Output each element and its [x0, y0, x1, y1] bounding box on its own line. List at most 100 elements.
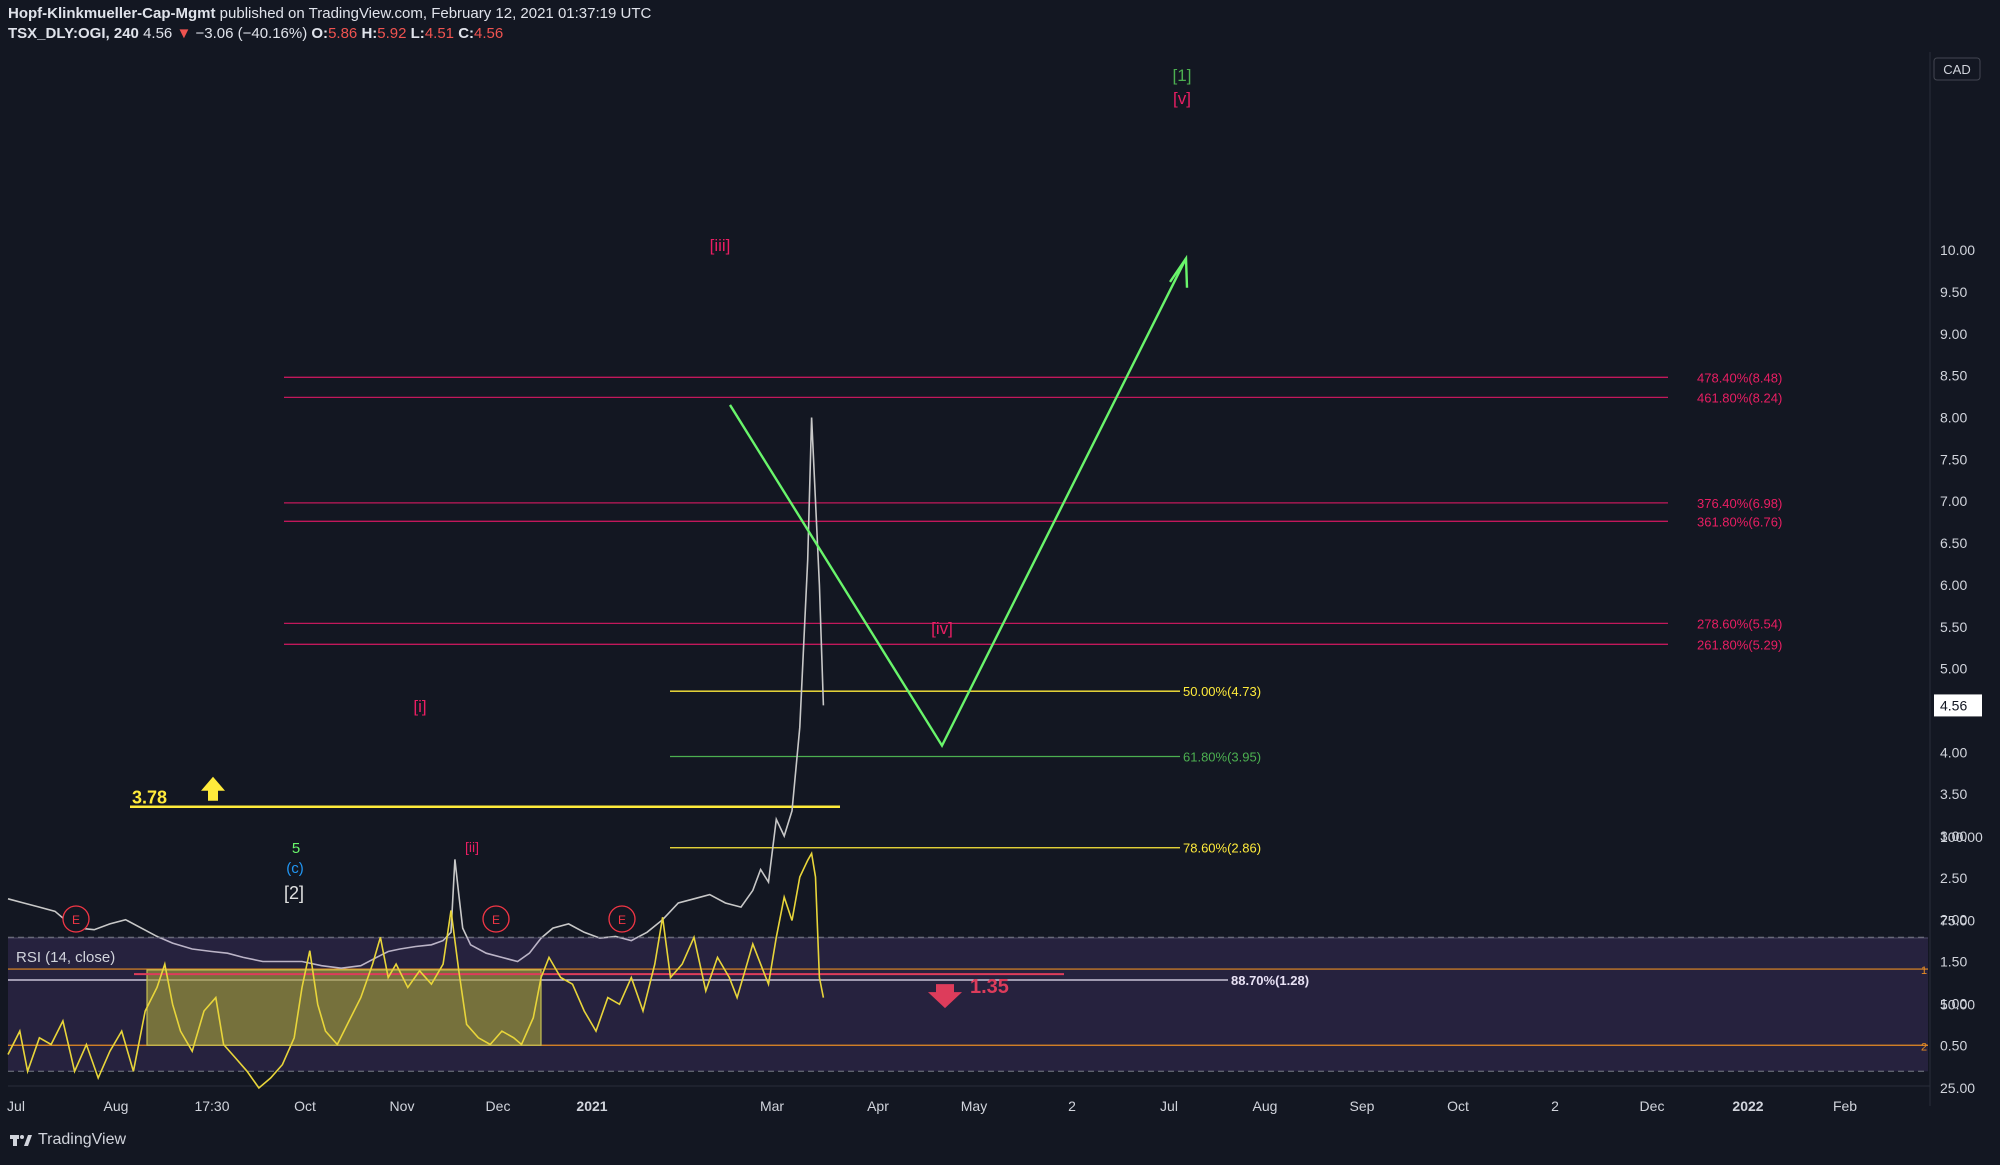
rsi-tick-label: 50.00 — [1940, 996, 1975, 1012]
down-arrow-icon: ▼ — [176, 25, 192, 42]
price-tick-label: 6.00 — [1940, 577, 1967, 593]
wave-label-c: (c) — [286, 860, 304, 877]
price-tick-label: 10.00 — [1940, 242, 1975, 258]
currency-label: CAD — [1943, 62, 1970, 77]
wave-label-i: [i] — [413, 697, 426, 716]
currency-box — [1933, 57, 1981, 81]
wave-label-v: [v] — [1173, 89, 1191, 108]
time-tick-label: 2 — [1551, 1098, 1559, 1114]
price-tick-label: 9.00 — [1940, 326, 1967, 342]
published-text: published on TradingView.com, February 1… — [219, 5, 652, 22]
price-tick-label: 8.50 — [1940, 368, 1967, 384]
price-tick-label: 3.50 — [1940, 786, 1967, 802]
rsi-tick-label: 100.00 — [1940, 829, 1983, 845]
last-price-marker — [1934, 694, 1982, 717]
wave-label-iii: [iii] — [710, 236, 731, 255]
price-series-line — [7, 417, 825, 970]
price-tick-label: 6.50 — [1940, 535, 1967, 551]
main-pane-background — [8, 52, 1928, 937]
price-tick-label: 9.50 — [1940, 284, 1967, 300]
price-tick-label: 4.00 — [1940, 744, 1967, 760]
price-tick-label: 5.50 — [1940, 619, 1967, 635]
wave-label-1: [1] — [1173, 66, 1192, 85]
wave-label-ii: [ii] — [465, 839, 479, 855]
earnings-marker-icon — [608, 905, 636, 933]
high-label: H: — [361, 25, 378, 42]
projection-path — [728, 257, 1188, 749]
price-tick-label: 0.50 — [1940, 1037, 1967, 1053]
orange-level-tag: 2 — [1921, 1041, 1927, 1053]
earnings-marker-icon — [62, 905, 90, 933]
price-tick-label: 2.50 — [1940, 870, 1967, 886]
earnings-marker-label: E — [618, 913, 626, 927]
price-tick-label: 1.50 — [1940, 954, 1967, 970]
change-text: −3.06 (−40.16%) — [195, 25, 308, 42]
time-tick-label: Aug — [1253, 1098, 1278, 1114]
last-price-label: 4.56 — [1940, 697, 1967, 713]
time-tick-label: Feb — [1833, 1098, 1857, 1114]
support-level-label: 3.78 — [132, 788, 167, 808]
time-tick-label: Jul — [7, 1098, 25, 1114]
open-label: O: — [311, 25, 329, 42]
time-tick-label: 2022 — [1732, 1098, 1763, 1114]
stop-level-label: 1.35 — [970, 976, 1009, 998]
time-tick-label: 2021 — [576, 1098, 607, 1114]
time-tick-label: Dec — [1640, 1098, 1665, 1114]
price-tick-label: 2.00 — [1940, 912, 1967, 928]
tradingview-logo-icon — [10, 1135, 32, 1146]
fib-extension-label: 478.40%(8.48) — [1697, 370, 1782, 385]
symbol-name[interactable]: TSX_DLY:OGI, 240 — [8, 25, 139, 42]
time-tick-label: Mar — [760, 1098, 784, 1114]
low-value: 4.51 — [424, 25, 455, 42]
time-tick-label: 17:30 — [194, 1098, 229, 1114]
fib-extension-label: 261.80%(5.29) — [1697, 637, 1782, 652]
symbol-line: TSX_DLY:OGI, 240 4.56 ▼ −3.06 (−40.16%) … — [8, 25, 503, 42]
time-tick-label: 2 — [1068, 1098, 1076, 1114]
stop-down-arrow-icon — [928, 984, 962, 1009]
close-value: 4.56 — [474, 25, 504, 42]
low-label: L: — [410, 25, 425, 42]
time-tick-label: Apr — [867, 1098, 889, 1114]
fib-extension-label: 278.60%(5.54) — [1697, 616, 1782, 631]
rsi-line — [7, 851, 825, 1090]
fib-extension-label: 461.80%(8.24) — [1697, 390, 1782, 405]
publisher-name[interactable]: Hopf-Klinkmueller-Cap-Mgmt — [8, 5, 216, 22]
open-value: 5.86 — [328, 25, 358, 42]
fib-extension-label: 361.80%(6.76) — [1697, 514, 1782, 529]
rsi-tick-label: 25.00 — [1940, 1080, 1975, 1096]
rsi-tick-label: 75.00 — [1940, 913, 1975, 929]
close-label: C: — [458, 25, 475, 42]
fib-retrace-label: 50.00%(4.73) — [1183, 684, 1261, 699]
rsi-title: RSI (14, close) — [16, 949, 115, 966]
time-tick-label: Oct — [294, 1098, 316, 1114]
tradingview-brand[interactable]: TradingView — [10, 1131, 126, 1149]
price-tick-label: 5.00 — [1940, 661, 1967, 677]
fib-retrace-label: 61.80%(3.95) — [1183, 749, 1261, 764]
high-value: 5.92 — [377, 25, 407, 42]
orange-level-tag: 1 — [1921, 965, 1927, 977]
rsi-band — [8, 937, 1928, 1072]
price-tick-label: 7.00 — [1940, 493, 1967, 509]
earnings-marker-label: E — [492, 913, 500, 927]
tradingview-brand-text: TradingView — [38, 1131, 127, 1148]
fib-retrace-label: 78.60%(2.86) — [1183, 841, 1261, 856]
earnings-marker-icon — [482, 905, 510, 933]
time-tick-label: Nov — [390, 1098, 415, 1114]
price-tick-label: 8.00 — [1940, 410, 1967, 426]
time-tick-label: Sep — [1350, 1098, 1375, 1114]
wave-label-2: [2] — [284, 883, 304, 903]
time-tick-label: May — [961, 1098, 987, 1114]
earnings-marker-label: E — [72, 913, 80, 927]
projection-arrowhead-icon — [1169, 254, 1189, 288]
time-tick-label: Jul — [1160, 1098, 1178, 1114]
wave-label-iv: [iv] — [931, 619, 953, 638]
fib-low-label: 88.70%(1.28) — [1231, 973, 1309, 988]
wave-label-5: 5 — [292, 840, 300, 857]
time-tick-label: Oct — [1447, 1098, 1469, 1114]
price-tick-label: 7.50 — [1940, 451, 1967, 467]
time-tick-label: Aug — [104, 1098, 129, 1114]
price-tick-label: 3.00 — [1940, 828, 1967, 844]
last-price: 4.56 — [143, 25, 173, 42]
fib-extension-label: 376.40%(6.98) — [1697, 496, 1782, 511]
